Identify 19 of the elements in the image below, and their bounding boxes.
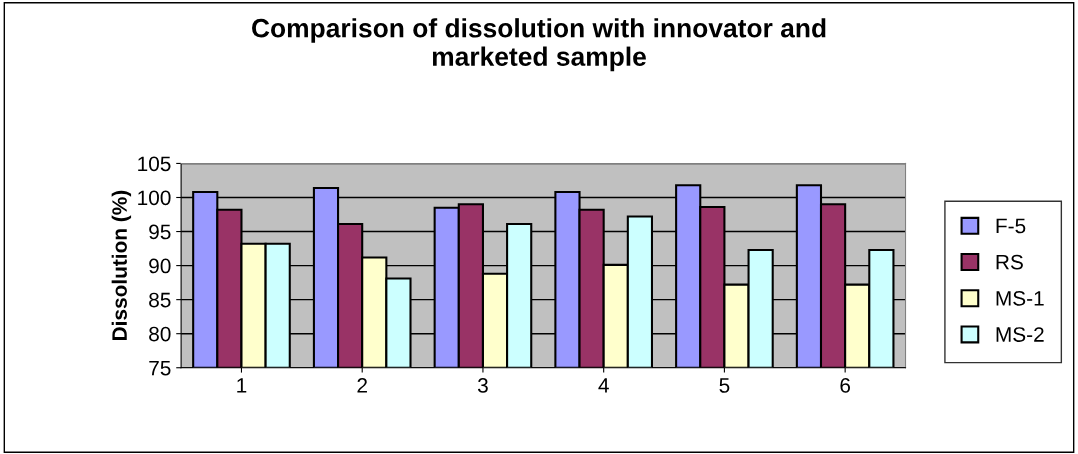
y-tick-label: 105 — [138, 156, 171, 172]
y-tick-label: 95 — [149, 224, 171, 240]
legend-label: MS-1 — [996, 290, 1044, 306]
x-tick-label: 6 — [840, 378, 851, 393]
y-tick-label: 85 — [149, 292, 171, 308]
x-tick-label: 4 — [598, 378, 609, 393]
y-tick-label: 100 — [138, 190, 171, 206]
x-tick-label: 3 — [477, 378, 488, 393]
y-tick-label: 75 — [149, 360, 171, 376]
x-tick-label: 1 — [237, 378, 247, 393]
x-tick-label: 2 — [357, 378, 367, 393]
y-tick-label: 80 — [149, 326, 171, 342]
y-tick-label: 90 — [149, 258, 171, 274]
legend-label: F-5 — [996, 218, 1026, 234]
x-tick-label: 5 — [719, 378, 730, 393]
legend-label: MS-2 — [996, 327, 1044, 342]
legend-label: RS — [996, 254, 1023, 270]
y-axis-title: Dissolution (%) — [111, 190, 132, 340]
chart-title: Comparison of dissolution with innovator and marketed sample — [252, 18, 826, 72]
